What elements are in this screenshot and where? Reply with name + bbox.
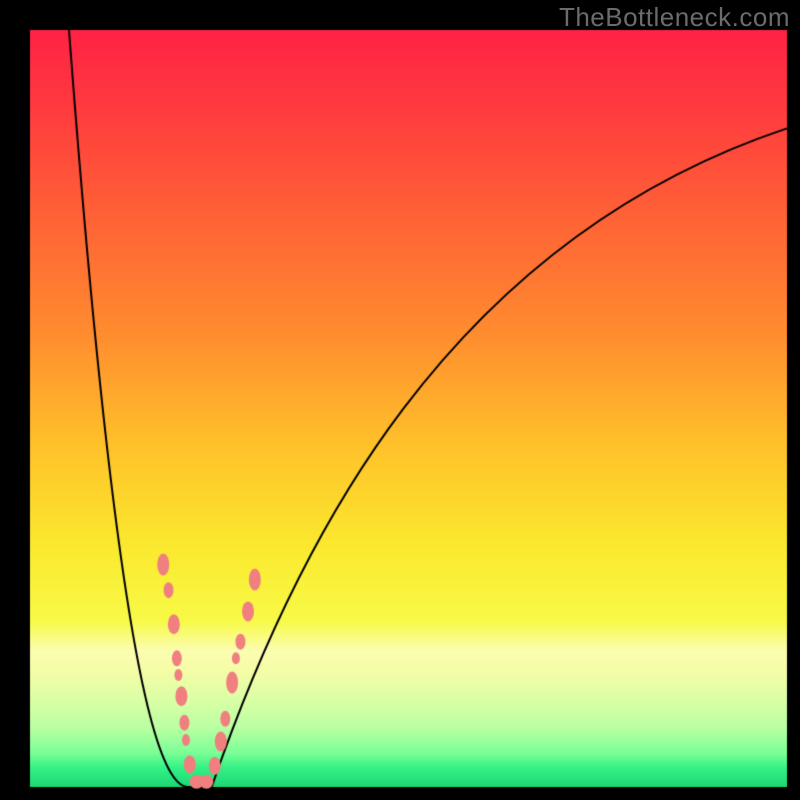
watermark-text: TheBottleneck.com xyxy=(559,2,790,33)
bottleneck-chart-canvas xyxy=(0,0,800,800)
